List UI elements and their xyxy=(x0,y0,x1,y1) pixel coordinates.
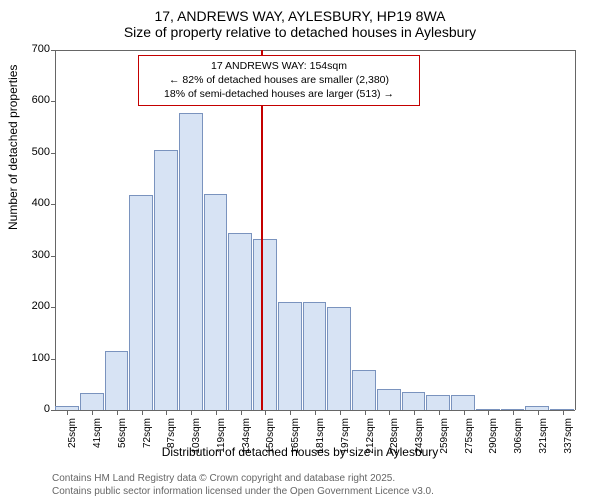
x-tick-label: 290sqm xyxy=(488,418,499,458)
x-tick-label: 134sqm xyxy=(241,418,252,458)
x-tick-mark xyxy=(142,410,143,415)
x-tick-label: 275sqm xyxy=(464,418,475,458)
x-tick-label: 72sqm xyxy=(142,418,153,458)
x-tick-mark xyxy=(538,410,539,415)
y-tick-mark xyxy=(51,307,56,308)
x-tick-mark xyxy=(216,410,217,415)
x-tick-label: 150sqm xyxy=(265,418,276,458)
x-tick-label: 165sqm xyxy=(290,418,301,458)
x-tick-mark xyxy=(290,410,291,415)
x-tick-label: 212sqm xyxy=(365,418,376,458)
histogram-bar xyxy=(80,393,104,410)
histogram-bar xyxy=(179,113,203,410)
y-tick-label: 400 xyxy=(20,197,50,209)
x-tick-label: 321sqm xyxy=(538,418,549,458)
histogram-bar xyxy=(451,395,475,410)
y-tick-mark xyxy=(51,50,56,51)
histogram-bar xyxy=(105,351,129,410)
chart-title-sub: Size of property relative to detached ho… xyxy=(0,24,600,46)
x-tick-label: 259sqm xyxy=(439,418,450,458)
x-tick-mark xyxy=(166,410,167,415)
x-tick-label: 25sqm xyxy=(67,418,78,458)
x-tick-mark xyxy=(67,410,68,415)
x-tick-mark xyxy=(439,410,440,415)
y-tick-mark xyxy=(51,101,56,102)
annotation-line1: 17 ANDREWS WAY: 154sqm xyxy=(145,59,413,73)
footer-attribution: Contains HM Land Registry data © Crown c… xyxy=(52,473,434,498)
y-tick-label: 200 xyxy=(20,300,50,312)
x-tick-label: 197sqm xyxy=(340,418,351,458)
y-tick-mark xyxy=(51,204,56,205)
y-axis-label: Number of detached properties xyxy=(6,65,20,230)
annotation-box: 17 ANDREWS WAY: 154sqm ← 82% of detached… xyxy=(138,55,420,106)
x-tick-mark xyxy=(563,410,564,415)
histogram-bar xyxy=(402,392,426,410)
x-tick-label: 87sqm xyxy=(166,418,177,458)
y-tick-label: 300 xyxy=(20,249,50,261)
x-tick-label: 56sqm xyxy=(117,418,128,458)
x-tick-mark xyxy=(488,410,489,415)
x-tick-label: 243sqm xyxy=(414,418,425,458)
y-tick-label: 0 xyxy=(20,403,50,415)
y-tick-mark xyxy=(51,256,56,257)
histogram-bar xyxy=(129,195,153,410)
footer-line1: Contains HM Land Registry data © Crown c… xyxy=(52,473,434,486)
y-tick-label: 500 xyxy=(20,146,50,158)
x-tick-label: 103sqm xyxy=(191,418,202,458)
histogram-bar xyxy=(278,302,302,410)
histogram-bar xyxy=(377,389,401,410)
x-tick-mark xyxy=(191,410,192,415)
x-tick-mark xyxy=(340,410,341,415)
histogram-bar xyxy=(327,307,351,410)
chart-container: 17, ANDREWS WAY, AYLESBURY, HP19 8WA Siz… xyxy=(0,0,600,500)
x-tick-label: 181sqm xyxy=(315,418,326,458)
x-tick-mark xyxy=(414,410,415,415)
y-tick-mark xyxy=(51,359,56,360)
x-tick-mark xyxy=(117,410,118,415)
x-tick-label: 337sqm xyxy=(563,418,574,458)
x-tick-mark xyxy=(265,410,266,415)
chart-title-main: 17, ANDREWS WAY, AYLESBURY, HP19 8WA xyxy=(0,0,600,24)
y-tick-label: 700 xyxy=(20,43,50,55)
right-axis-line xyxy=(575,50,576,410)
histogram-bar xyxy=(253,239,277,410)
histogram-bar xyxy=(154,150,178,410)
x-tick-mark xyxy=(241,410,242,415)
y-tick-label: 100 xyxy=(20,352,50,364)
x-tick-mark xyxy=(389,410,390,415)
annotation-line2: ← 82% of detached houses are smaller (2,… xyxy=(145,73,413,87)
x-tick-label: 306sqm xyxy=(513,418,524,458)
x-tick-label: 41sqm xyxy=(92,418,103,458)
histogram-bar xyxy=(204,194,228,410)
histogram-bar xyxy=(352,370,376,410)
x-tick-mark xyxy=(513,410,514,415)
histogram-bar xyxy=(426,395,450,410)
x-tick-mark xyxy=(92,410,93,415)
x-tick-label: 119sqm xyxy=(216,418,227,458)
annotation-line3: 18% of semi-detached houses are larger (… xyxy=(145,87,413,101)
histogram-bar xyxy=(303,302,327,410)
x-tick-label: 228sqm xyxy=(389,418,400,458)
y-tick-label: 600 xyxy=(20,94,50,106)
histogram-bar xyxy=(228,233,252,410)
y-tick-mark xyxy=(51,153,56,154)
x-tick-mark xyxy=(315,410,316,415)
x-tick-mark xyxy=(464,410,465,415)
x-tick-mark xyxy=(365,410,366,415)
y-tick-mark xyxy=(51,410,56,411)
footer-line2: Contains public sector information licen… xyxy=(52,486,434,499)
